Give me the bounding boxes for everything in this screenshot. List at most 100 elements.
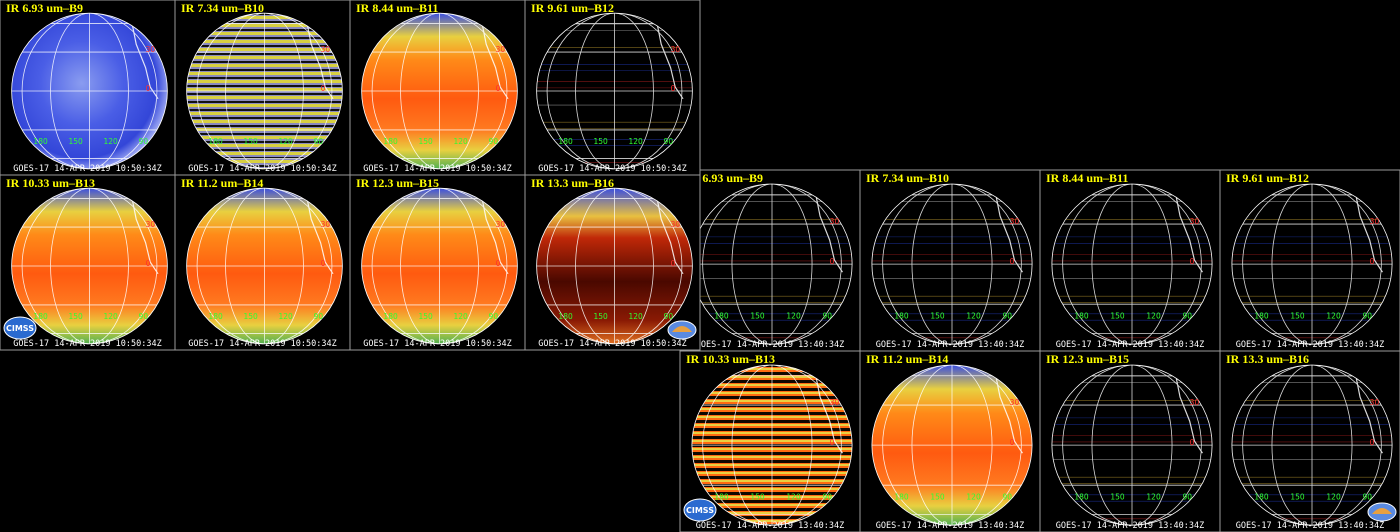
earth-limb xyxy=(186,12,343,170)
meridian xyxy=(400,13,479,169)
band-label: IR 13.3 um–B16 xyxy=(531,176,614,190)
coastline xyxy=(995,195,1023,273)
longitude-label: 180 xyxy=(558,137,573,146)
timestamp: GOES-17 14-APR-2019 10:50:34Z xyxy=(538,164,686,174)
band-label: IR 12.3 um–B15 xyxy=(1046,352,1129,366)
meridian xyxy=(702,365,842,526)
earth-limb xyxy=(1231,183,1393,345)
coastline xyxy=(1355,195,1383,273)
latitude-label: 0 xyxy=(671,259,676,268)
band-label: IR 7.34 um–B10 xyxy=(181,1,264,15)
longitude-label: 180 xyxy=(1074,312,1089,321)
meridian xyxy=(1062,184,1202,345)
meridian xyxy=(911,184,993,345)
longitude-label: 150 xyxy=(930,493,945,502)
earth-limb xyxy=(1231,364,1393,526)
band-label: IR 6.93 um–B9 xyxy=(6,1,83,15)
band-label: IR 13.3 um–B16 xyxy=(1226,352,1309,366)
earth-limb xyxy=(361,187,518,345)
coastline xyxy=(995,376,1023,454)
meridian xyxy=(1062,365,1202,526)
timestamp: GOES-17 14-APR-2019 10:50:34Z xyxy=(538,339,686,349)
latitude-label: 30 xyxy=(496,220,506,229)
graticule xyxy=(691,184,853,345)
timestamp: GOES-17 14-APR-2019 10:50:34Z xyxy=(13,339,161,349)
longitude-label: 90 xyxy=(314,312,324,321)
latitude-label: 0 xyxy=(1370,438,1375,447)
latitude-label: 30 xyxy=(1190,398,1200,407)
band-label: IR 8.44 um–B11 xyxy=(356,1,438,15)
coastline xyxy=(656,24,684,100)
coastline xyxy=(481,24,509,100)
longitude-label: 180 xyxy=(894,312,909,321)
longitude-label: 120 xyxy=(786,312,801,321)
band-label: IR 7.34 um–B10 xyxy=(866,171,949,185)
coastline xyxy=(1175,376,1203,454)
graticule xyxy=(871,365,1033,526)
image-panel: 30 0 180 150 120 90 IR 12.3 um–B15 GOES-17 14-A… xyxy=(1039,350,1221,532)
longitude-label: 180 xyxy=(33,137,48,146)
timestamp: GOES-17 14-APR-2019 10:50:34Z xyxy=(188,339,336,349)
timestamp: GOES-17 14-APR-2019 13:40:34Z xyxy=(1056,340,1204,350)
latitude-label: 0 xyxy=(1010,438,1015,447)
longitude-label: 150 xyxy=(1290,312,1305,321)
meridian xyxy=(1091,365,1173,526)
coastline xyxy=(815,376,843,454)
latitude-label: 30 xyxy=(146,220,156,229)
meridian xyxy=(1242,184,1382,345)
latitude-label: 30 xyxy=(146,45,156,54)
band-label: IR 10.33 um–B13 xyxy=(686,352,775,366)
meridian xyxy=(1242,365,1382,526)
meridian xyxy=(1271,365,1353,526)
latitude-label: 0 xyxy=(671,84,676,93)
earth-limb xyxy=(871,364,1033,526)
latitude-label: 0 xyxy=(321,84,326,93)
earth-limb xyxy=(691,364,853,526)
image-panel: 30 0 180 150 120 90 IR 9.61 um–B12 GOES-17 14-A… xyxy=(524,0,701,176)
longitude-label: 90 xyxy=(664,312,674,321)
image-panel: 30 0 180 150 120 90 IR 8.44 um–B11 GOES-17 14-A… xyxy=(349,0,526,176)
latitude-label: 0 xyxy=(146,84,151,93)
earth-limb xyxy=(536,12,693,170)
latitude-label: 30 xyxy=(1010,398,1020,407)
longitude-label: 120 xyxy=(104,312,119,321)
meridian xyxy=(21,13,158,169)
longitude-label: 150 xyxy=(593,137,608,146)
meridian xyxy=(371,13,508,169)
longitude-label: 180 xyxy=(383,312,398,321)
image-panel: 30 0 180 150 120 90 IR 7.34 um–B10 GOES-17 14-A… xyxy=(174,0,351,176)
longitude-label: 90 xyxy=(822,312,832,321)
logo-arc xyxy=(672,326,692,332)
longitude-label: 150 xyxy=(1290,493,1305,502)
logo-text: CIMSS xyxy=(6,324,34,333)
latitude-label: 0 xyxy=(496,84,501,93)
longitude-label: 90 xyxy=(1002,312,1012,321)
timestamp: GOES-17 14-APR-2019 13:40:34Z xyxy=(876,340,1024,350)
longitude-label: 150 xyxy=(930,312,945,321)
band-label: IR 12.3 um–B15 xyxy=(356,176,439,190)
latitude-label: 0 xyxy=(1190,438,1195,447)
longitude-label: 150 xyxy=(750,312,765,321)
coastline xyxy=(131,24,159,100)
longitude-label: 90 xyxy=(1182,493,1192,502)
longitude-label: 120 xyxy=(279,312,294,321)
longitude-label: 90 xyxy=(139,312,149,321)
longitude-label: 120 xyxy=(786,493,801,502)
timestamp: GOES-17 14-APR-2019 13:40:34Z xyxy=(1236,521,1384,531)
meridian xyxy=(882,184,1022,345)
longitude-label: 150 xyxy=(593,312,608,321)
earth-limb xyxy=(186,187,343,345)
longitude-label: 90 xyxy=(489,137,499,146)
longitude-label: 180 xyxy=(1254,493,1269,502)
longitude-label: 180 xyxy=(1254,312,1269,321)
longitude-label: 120 xyxy=(454,137,469,146)
earth-limb xyxy=(1051,364,1213,526)
timestamp: GOES-17 14-APR-2019 10:50:34Z xyxy=(363,164,511,174)
latitude-label: 0 xyxy=(1370,257,1375,266)
longitude-label: 120 xyxy=(966,493,981,502)
meridian xyxy=(1091,184,1173,345)
longitude-label: 90 xyxy=(139,137,149,146)
longitude-label: 180 xyxy=(383,137,398,146)
coastline xyxy=(1355,376,1383,454)
